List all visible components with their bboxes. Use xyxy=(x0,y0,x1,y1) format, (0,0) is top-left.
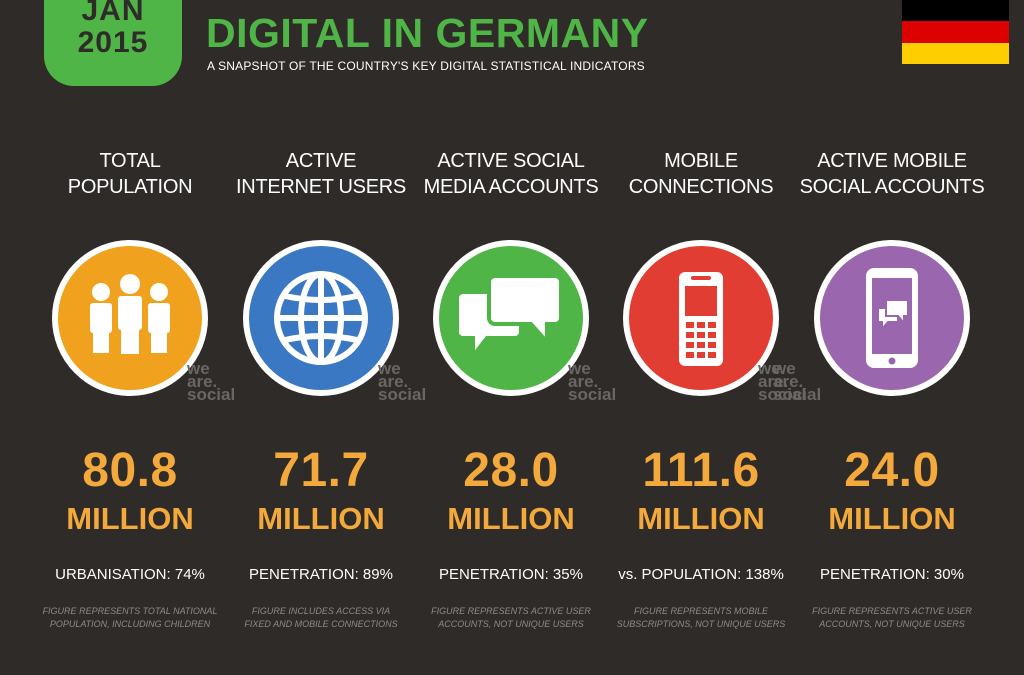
note-line: FIGURE REPRESENTS ACTIVE USER xyxy=(431,606,591,616)
label-line: POPULATION xyxy=(67,176,193,198)
indicator-stat: PENETRATION: 89% xyxy=(249,566,393,583)
label-line: INTERNET USERS xyxy=(236,176,406,198)
page-title: DIGITAL IN GERMANY xyxy=(206,10,649,56)
indicator-circle xyxy=(52,240,208,396)
watermark-line: we xyxy=(187,359,210,378)
we-are-social-watermark: we are. social xyxy=(758,359,807,404)
watermark-line: social xyxy=(758,385,807,404)
watermark-line: social xyxy=(187,385,236,404)
indicator-stat: PENETRATION: 30% xyxy=(820,566,964,583)
indicator-circle xyxy=(623,240,779,396)
note-line: SUBSCRIPTIONS, NOT UNIQUE USERS xyxy=(616,619,786,629)
indicator-circle xyxy=(814,240,970,396)
indicator-note: FIGURE REPRESENTS MOBILE SUBSCRIPTIONS, … xyxy=(596,605,806,631)
watermark-line: social xyxy=(773,385,822,404)
watermark-line: are. xyxy=(187,372,218,391)
watermark-line: we xyxy=(378,359,401,378)
we-are-social-watermark: we are. social xyxy=(568,359,617,404)
flag-stripe-red xyxy=(902,21,1009,43)
indicator-label: ACTIVE INTERNET USERS xyxy=(226,148,416,200)
indicator-label: ACTIVE MOBILE SOCIAL ACCOUNTS xyxy=(797,148,987,200)
watermark-line: are. xyxy=(568,372,599,391)
mobile-phone-icon xyxy=(679,272,723,366)
indicator-stat: vs. POPULATION: 138% xyxy=(618,566,784,583)
note-line: FIGURE REPRESENTS TOTAL NATIONAL xyxy=(42,606,218,616)
watermark-line: social xyxy=(378,385,427,404)
note-line: ACCOUNTS, NOT UNIQUE USERS xyxy=(819,619,965,629)
note-line: FIXED AND MOBILE CONNECTIONS xyxy=(244,619,398,629)
watermark-line: we xyxy=(758,359,781,378)
label-line: MEDIA ACCOUNTS xyxy=(423,176,599,198)
note-line: FIGURE REPRESENTS MOBILE xyxy=(633,606,769,616)
indicator-value: 24.0 xyxy=(844,444,940,497)
label-line: ACTIVE MOBILE xyxy=(817,150,967,172)
watermark-line: are. xyxy=(758,372,789,391)
label-line: TOTAL xyxy=(99,150,161,172)
indicator-label: TOTAL POPULATION xyxy=(35,148,225,200)
flag-stripe-black xyxy=(902,0,1009,22)
watermark-line: are. xyxy=(773,372,804,391)
we-are-social-watermark: we are. social xyxy=(773,359,822,404)
smartphone-social-icon xyxy=(866,268,918,368)
flag-stripe-gold xyxy=(902,42,1009,64)
indicator-label: MOBILE CONNECTIONS xyxy=(606,148,796,200)
note-line: FIGURE INCLUDES ACCESS VIA xyxy=(251,606,391,616)
note-line: FIGURE REPRESENTS ACTIVE USER xyxy=(812,606,972,616)
badge-year: 2015 xyxy=(77,26,149,59)
label-line: ACTIVE xyxy=(285,150,357,172)
indicator-note: FIGURE INCLUDES ACCESS VIA FIXED AND MOB… xyxy=(216,605,426,631)
indicator-circle xyxy=(243,240,399,396)
note-line: ACCOUNTS, NOT UNIQUE USERS xyxy=(438,619,584,629)
watermark-line: are. xyxy=(378,372,409,391)
indicator-circle xyxy=(433,240,589,396)
we-are-social-watermark: we are. social xyxy=(378,359,427,404)
indicator-unit: MILLION xyxy=(447,501,575,536)
indicator-value: 71.7 xyxy=(273,444,369,497)
watermark-line: we xyxy=(773,359,796,378)
note-line: POPULATION, INCLUDING CHILDREN xyxy=(49,619,211,629)
indicator-note: FIGURE REPRESENTS ACTIVE USER ACCOUNTS, … xyxy=(406,605,616,631)
indicator-label: ACTIVE SOCIAL MEDIA ACCOUNTS xyxy=(416,148,606,200)
label-line: ACTIVE SOCIAL xyxy=(437,150,585,172)
indicator-stat: URBANISATION: 74% xyxy=(55,566,205,583)
watermark-line: we xyxy=(568,359,591,378)
indicator-note: FIGURE REPRESENTS ACTIVE USER ACCOUNTS, … xyxy=(787,605,997,631)
indicator-value: 28.0 xyxy=(463,444,559,497)
label-line: CONNECTIONS xyxy=(628,176,774,198)
indicator-unit: MILLION xyxy=(828,501,956,536)
watermark-line: social xyxy=(568,385,617,404)
indicator-unit: MILLION xyxy=(637,501,765,536)
speech-bubbles-icon xyxy=(455,274,563,362)
we-are-social-watermark: we are. social xyxy=(187,359,236,404)
indicator-stat: PENETRATION: 35% xyxy=(439,566,583,583)
indicator-note: FIGURE REPRESENTS TOTAL NATIONAL POPULAT… xyxy=(25,605,235,631)
germany-flag-icon xyxy=(902,0,1009,64)
label-line: SOCIAL ACCOUNTS xyxy=(799,176,985,198)
indicator-value: 80.8 xyxy=(82,444,178,497)
indicator-value: 111.6 xyxy=(642,444,760,497)
date-badge: JAN 2015 xyxy=(44,0,182,86)
indicator-unit: MILLION xyxy=(66,501,194,536)
indicator-unit: MILLION xyxy=(257,501,385,536)
globe-icon xyxy=(274,271,368,365)
people-icon xyxy=(90,274,170,354)
label-line: MOBILE xyxy=(664,150,738,172)
badge-month: JAN xyxy=(81,0,145,27)
page-subtitle: A SNAPSHOT OF THE COUNTRY'S KEY DIGITAL … xyxy=(207,59,645,73)
